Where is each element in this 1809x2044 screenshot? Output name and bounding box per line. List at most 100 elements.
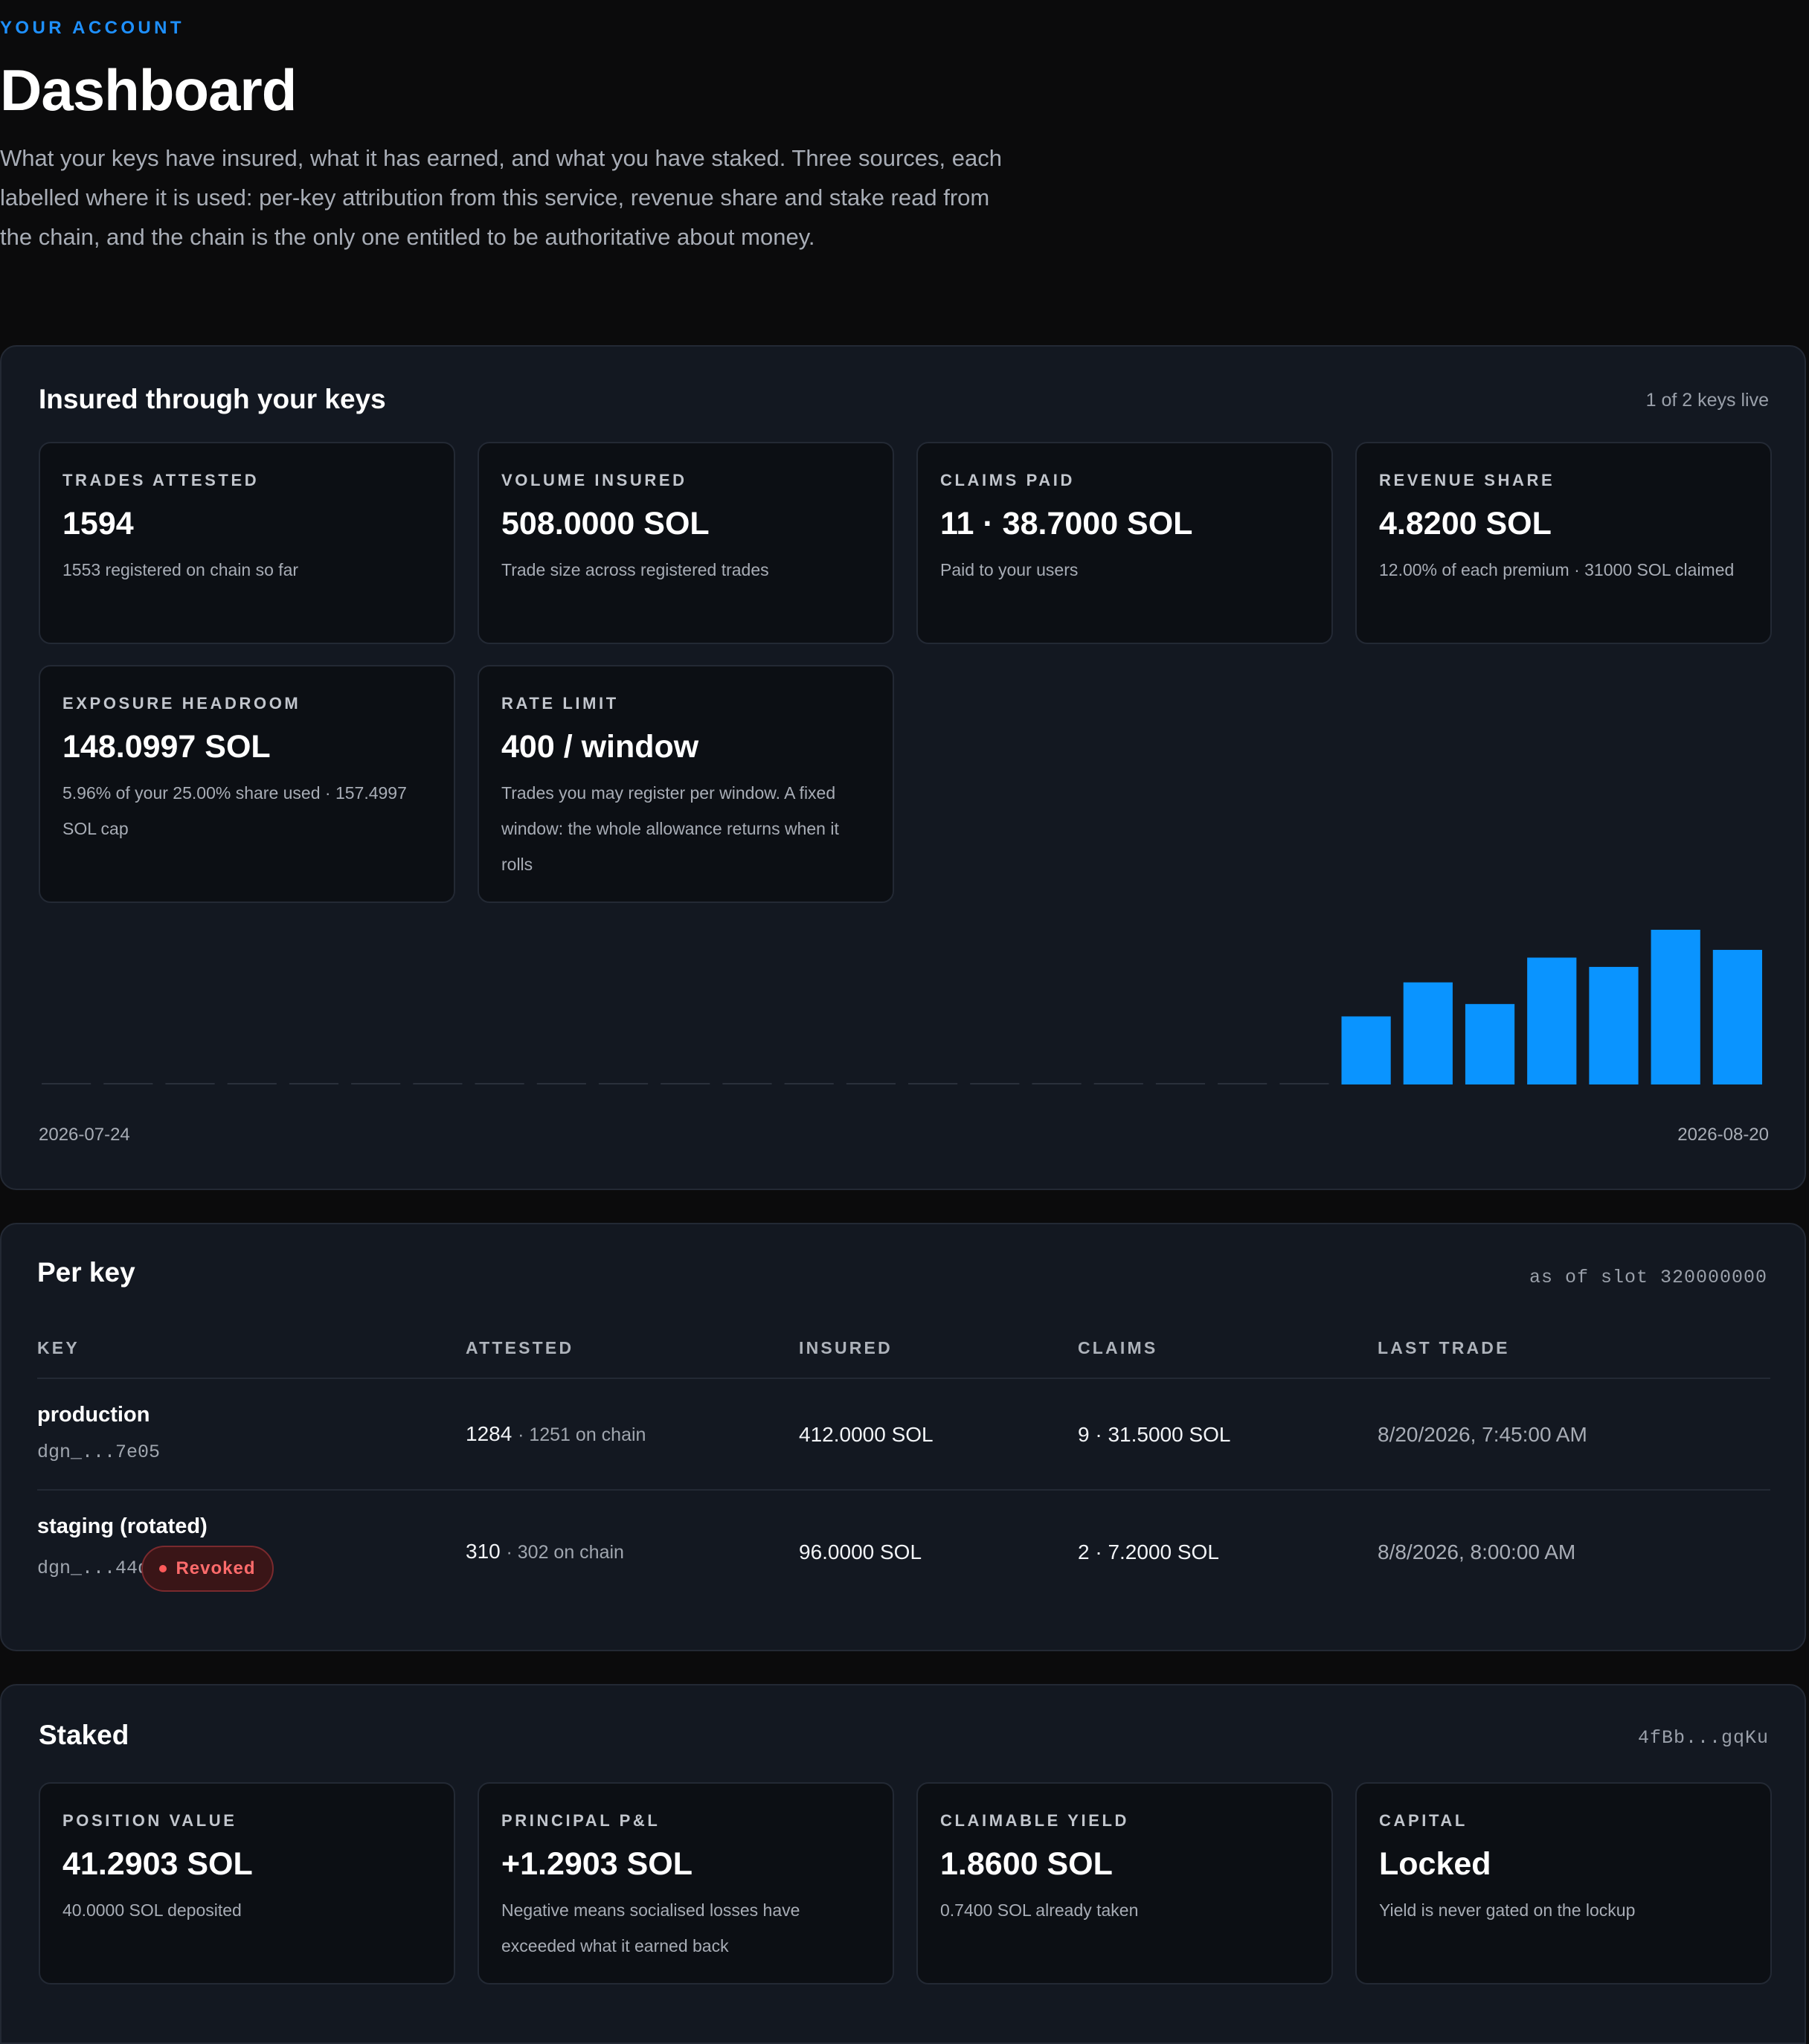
card-sub: Yield is never gated on the lockup [1379, 1900, 1636, 1920]
chart-bar-empty [1218, 1083, 1267, 1084]
chart-bar-empty [351, 1083, 401, 1084]
last-trade-cell: 8/8/2026, 8:00:00 AM [1378, 1540, 1576, 1563]
chart-bar-empty [846, 1083, 896, 1084]
key-name: production [37, 1403, 150, 1427]
card-label: POSITION VALUE [62, 1811, 237, 1830]
card-value: Locked [1379, 1846, 1491, 1882]
capital-card: CAPITAL Locked Yield is never gated on t… [1355, 1782, 1772, 1984]
chart-bar-empty [908, 1083, 958, 1084]
volume-insured-card: VOLUME INSURED 508.0000 SOL Trade size a… [478, 442, 894, 644]
key-id: dgn_...7e05 [37, 1442, 161, 1463]
card-sub: 40.0000 SOL deposited [62, 1900, 242, 1920]
card-sub: 12.00% of each premium · 31000 SOL claim… [1379, 560, 1735, 579]
column-header-claims: CLAIMS [1078, 1338, 1158, 1357]
chart-bar [1341, 1016, 1391, 1084]
card-sub: Trades you may register per window. A fi… [501, 783, 839, 874]
chart-bar-empty [1093, 1083, 1143, 1084]
card-value: 1594 [62, 506, 134, 541]
claims-cell: 2 · 7.2000 SOL [1078, 1540, 1219, 1563]
card-sub: Negative means socialised losses have ex… [501, 1900, 800, 1955]
chart-bar-empty [661, 1083, 710, 1084]
revenue-share-card: REVENUE SHARE 4.8200 SOL 12.00% of each … [1355, 442, 1772, 644]
card-value: 41.2903 SOL [62, 1846, 253, 1882]
key-id: dgn_...44d9 [37, 1558, 161, 1579]
card-label: PRINCIPAL P&L [501, 1811, 661, 1830]
per-key-panel-title: Per key [37, 1257, 135, 1288]
chart-bar [1589, 966, 1639, 1084]
attested-on-chain: · 1251 on chain [518, 1424, 646, 1445]
card-sub: 1553 registered on chain so far [62, 560, 299, 579]
chart-bar [1712, 950, 1762, 1084]
page-description: What your keys have insured, what it has… [0, 145, 1002, 250]
chart-bar-empty [1155, 1083, 1206, 1084]
staked-panel: Staked 4fBb...gqKu POSITION VALUE 41.290… [0, 1684, 1806, 2044]
card-label: RATE LIMIT [501, 694, 619, 713]
position-value-card: POSITION VALUE 41.2903 SOL 40.0000 SOL d… [39, 1782, 455, 1984]
attested-cell: 1284 · 1251 on chain [466, 1422, 646, 1446]
chart-bar-empty [413, 1083, 463, 1084]
status-dot-icon [159, 1565, 167, 1572]
chart-start-date: 2026-07-24 [39, 1125, 130, 1145]
attested-cell: 310 · 302 on chain [466, 1540, 624, 1563]
card-value: 11 · 38.7000 SOL [940, 506, 1193, 541]
chart-bar-empty [1032, 1083, 1082, 1084]
stake-account-id: 4fBb...gqKu [1637, 1727, 1769, 1749]
page-title: Dashboard [0, 57, 297, 123]
card-value: 148.0997 SOL [62, 729, 271, 765]
card-label: EXPOSURE HEADROOM [62, 694, 301, 713]
chart-bar-empty [42, 1083, 91, 1084]
insured-cell: 96.0000 SOL [799, 1540, 922, 1563]
badge-label: Revoked [176, 1558, 256, 1578]
page-eyebrow: YOUR ACCOUNT [0, 18, 184, 38]
row-divider [37, 1489, 1770, 1491]
chart-bar-empty [289, 1083, 339, 1084]
principal-pnl-card: PRINCIPAL P&L +1.2903 SOL Negative means… [478, 1782, 894, 1984]
header-divider [37, 1378, 1770, 1379]
chart-bar-empty [1279, 1083, 1329, 1084]
card-label: CAPITAL [1379, 1811, 1468, 1830]
live-keys-status: 1 of 2 keys live [1645, 390, 1769, 411]
staked-panel-title: Staked [39, 1720, 129, 1750]
chart-bar-empty [784, 1083, 834, 1084]
claims-paid-card: CLAIMS PAID 11 · 38.7000 SOL Paid to you… [916, 442, 1333, 644]
chart-bar [1403, 982, 1453, 1084]
card-label: TRADES ATTESTED [62, 471, 260, 489]
card-sub: Trade size across registered trades [501, 560, 769, 579]
slot-status: as of slot 320000000 [1529, 1267, 1767, 1288]
card-sub: 5.96% of your 25.00% share used · 157.49… [62, 783, 407, 838]
per-key-panel [0, 1223, 1806, 1651]
attested-count: 310 [466, 1540, 501, 1563]
card-label: REVENUE SHARE [1379, 471, 1555, 489]
column-header-last-trade: LAST TRADE [1378, 1338, 1510, 1357]
card-sub: 0.7400 SOL already taken [940, 1900, 1139, 1920]
rate-limit-card: RATE LIMIT 400 / window Trades you may r… [478, 665, 894, 903]
attested-on-chain: · 302 on chain [506, 1542, 624, 1563]
chart-bar-empty [475, 1083, 524, 1084]
chart-bar-empty [970, 1083, 1020, 1084]
insured-panel-title: Insured through your keys [39, 384, 386, 414]
attested-count: 1284 [466, 1422, 513, 1445]
column-header-insured: INSURED [799, 1338, 893, 1357]
chart-bar [1651, 930, 1700, 1084]
card-value: 1.8600 SOL [940, 1846, 1113, 1882]
column-header-key: KEY [37, 1338, 80, 1357]
card-sub: Paid to your users [940, 560, 1079, 579]
chart-bar-empty [103, 1083, 153, 1084]
card-value: 4.8200 SOL [1379, 506, 1552, 541]
card-label: VOLUME INSURED [501, 471, 687, 489]
card-label: CLAIMABLE YIELD [940, 1811, 1130, 1830]
column-header-attested: ATTESTED [466, 1338, 574, 1357]
card-value: 400 / window [501, 729, 699, 765]
chart-bar-empty [722, 1083, 772, 1084]
insured-cell: 412.0000 SOL [799, 1423, 934, 1446]
chart-bar-empty [227, 1083, 277, 1084]
card-value: 508.0000 SOL [501, 506, 710, 541]
insured-panel: Insured through your keys 1 of 2 keys li… [0, 345, 1806, 1190]
chart-bar [1465, 1003, 1515, 1084]
key-name: staging (rotated) [37, 1514, 208, 1538]
chart-bar-empty [536, 1083, 586, 1084]
last-trade-cell: 8/20/2026, 7:45:00 AM [1378, 1423, 1587, 1446]
trades-attested-card: TRADES ATTESTED 1594 1553 registered on … [39, 442, 455, 644]
chart-bar [1527, 957, 1577, 1084]
